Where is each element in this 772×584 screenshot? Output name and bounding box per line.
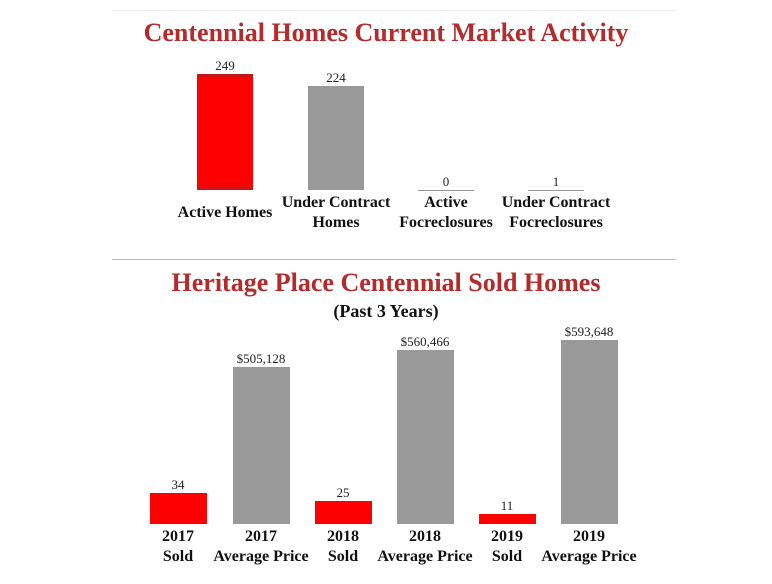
baseline-3 bbox=[528, 190, 584, 191]
category-label-line: Active Homes bbox=[177, 204, 273, 221]
bar-4 bbox=[478, 513, 536, 524]
category-label-line: Under Contract bbox=[501, 194, 611, 211]
category-label-line: Active bbox=[424, 194, 468, 211]
value-label-0: 249 bbox=[215, 58, 235, 73]
category-label-4: 2019 Sold bbox=[437, 527, 577, 567]
category-label-line: Average Price bbox=[377, 548, 473, 565]
section-divider bbox=[112, 259, 676, 260]
bar-5 bbox=[560, 340, 618, 524]
category-label-line: Average Price bbox=[541, 548, 637, 565]
chart2-subtitle: (Past 3 Years) bbox=[333, 301, 439, 321]
category-label-3: Under Contract Focreclosures bbox=[486, 193, 626, 233]
category-label-0: Active Homes bbox=[155, 203, 295, 223]
value-label-3: 1 bbox=[552, 173, 560, 189]
category-label-1: Under Contract Homes bbox=[266, 193, 406, 233]
baseline-2 bbox=[418, 190, 474, 191]
bar-0 bbox=[149, 493, 207, 524]
category-label-line: Average Price bbox=[213, 548, 309, 565]
bar-1 bbox=[308, 85, 364, 190]
value-label-1: 224 bbox=[326, 69, 346, 85]
value-label-1: $505,128 bbox=[236, 351, 286, 367]
value-label-3: $560,466 bbox=[400, 334, 450, 350]
category-label-2: Active Focreclosures bbox=[376, 193, 516, 233]
bar-2 bbox=[314, 501, 372, 524]
category-label-1: 2017 Average Price bbox=[191, 527, 331, 567]
category-label-line: 2017 bbox=[162, 528, 194, 545]
category-label-line: Under Contract bbox=[281, 194, 391, 211]
value-label-5: $593,648 bbox=[564, 324, 614, 339]
category-label-line: 2019 bbox=[491, 528, 523, 545]
category-label-line: Sold bbox=[491, 548, 523, 565]
category-label-line: Sold bbox=[327, 548, 359, 565]
bar-1 bbox=[232, 367, 290, 524]
category-label-3: 2018 Average Price bbox=[355, 527, 495, 567]
category-label-line: 2018 bbox=[327, 528, 359, 545]
value-label-2: 0 bbox=[442, 174, 450, 189]
category-label-line: Focreclosures bbox=[509, 214, 603, 231]
category-label-line: Focreclosures bbox=[399, 214, 493, 231]
category-label-line: 2018 bbox=[409, 528, 441, 545]
category-label-line: Homes bbox=[312, 214, 360, 231]
category-label-line: 2019 bbox=[573, 528, 605, 545]
top-divider bbox=[112, 10, 676, 11]
value-label-2: 25 bbox=[336, 485, 350, 501]
category-label-line: 2017 bbox=[245, 528, 277, 545]
category-label-2: 2018 Sold bbox=[273, 527, 413, 567]
value-label-4: 11 bbox=[500, 497, 514, 513]
category-label-5: 2019 Average Price bbox=[519, 527, 659, 567]
bar-3 bbox=[396, 350, 454, 524]
category-label-line: Sold bbox=[162, 548, 194, 565]
chart1-title: Centennial Homes Current Market Activity bbox=[143, 18, 629, 47]
bar-0 bbox=[197, 74, 253, 190]
category-label-0: 2017 Sold bbox=[108, 527, 248, 567]
chart2-title: Heritage Place Centennial Sold Homes bbox=[171, 268, 601, 297]
value-label-0: 34 bbox=[171, 477, 185, 492]
